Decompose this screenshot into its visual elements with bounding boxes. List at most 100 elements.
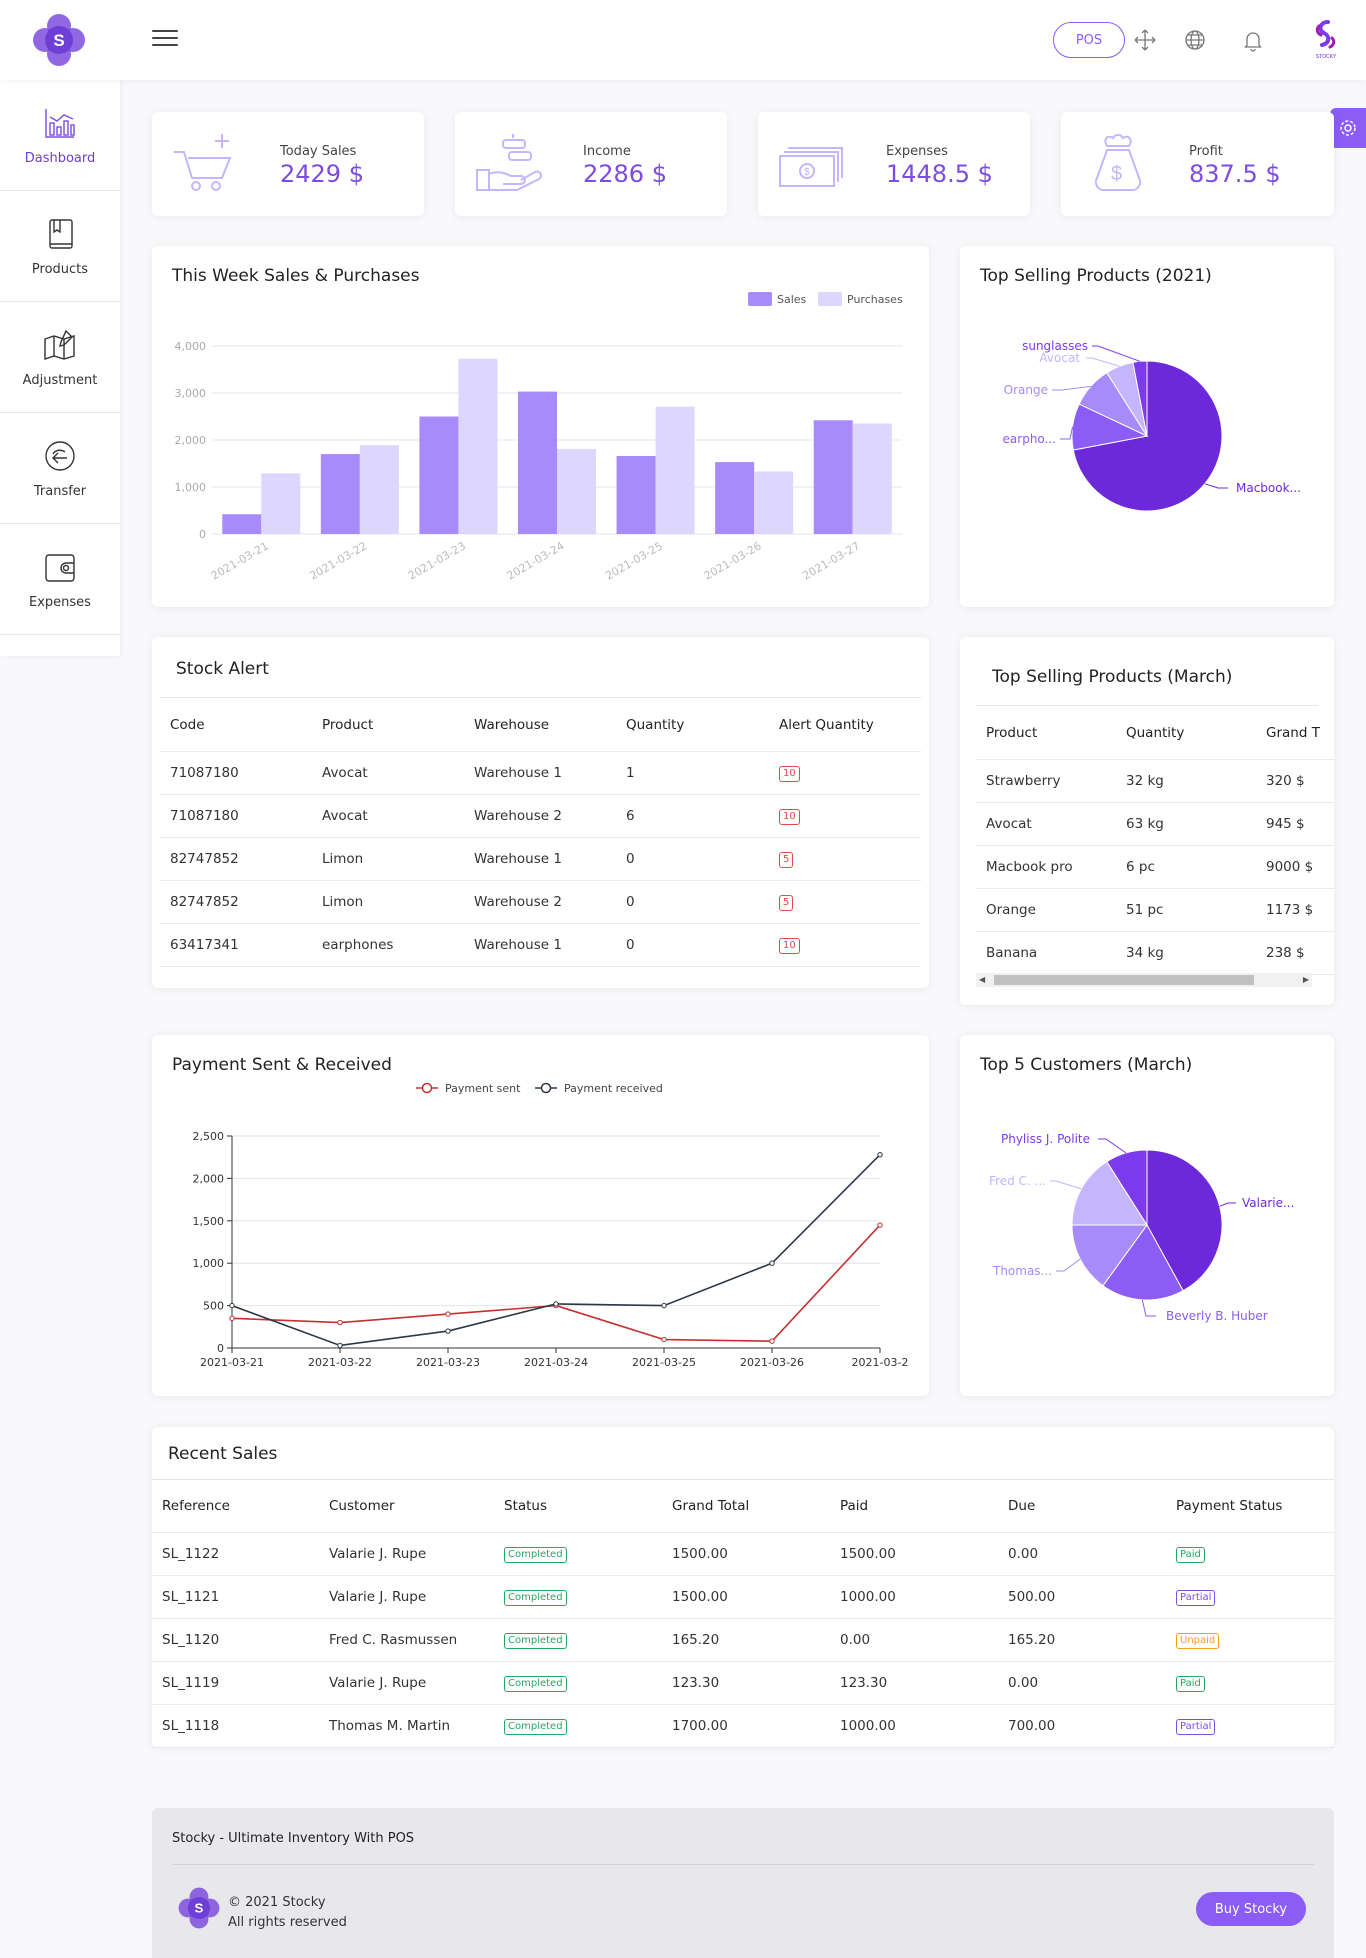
bar-sales	[813, 420, 853, 534]
cell-quantity: 51 pc	[1126, 901, 1164, 918]
stat-card-today-sales[interactable]: Today Sales 2429 $	[152, 112, 424, 216]
recent-sales-table: Reference Customer Status Grand Total Pa…	[152, 1480, 1334, 1748]
cell-reference: SL_1122	[162, 1545, 220, 1562]
menu-toggle-icon[interactable]	[152, 30, 178, 50]
recent-sales-card: Recent Sales Reference Customer Status G…	[152, 1427, 1334, 1747]
cell-payment-status: Paid	[1166, 1532, 1334, 1575]
map-pencil-icon	[44, 329, 75, 360]
scroll-right-arrow[interactable]: ▶	[1302, 975, 1309, 984]
pie-label-line	[1086, 357, 1120, 367]
user-avatar[interactable]: STOCKY	[1306, 18, 1346, 62]
data-point	[553, 1301, 559, 1307]
stat-card-income[interactable]: Income 2286 $	[455, 112, 727, 216]
horizontal-scrollbar[interactable]: ◀ ▶	[976, 973, 1312, 987]
y-tick-label: 500	[203, 1300, 224, 1313]
pie-label: Beverly B. Huber	[1166, 1309, 1268, 1323]
transfer-arrow-icon	[45, 440, 75, 471]
stocky-logo[interactable]: S	[30, 12, 88, 68]
table-row[interactable]: SL_1119 Valarie J. Rupe Completed 123.30…	[152, 1661, 1334, 1704]
cell-due: 700.00	[1008, 1717, 1056, 1734]
table-row[interactable]: SL_1121 Valarie J. Rupe Completed 1500.0…	[152, 1575, 1334, 1618]
sidebar-item-transfer[interactable]: Transfer	[0, 413, 120, 524]
bar-purchases	[655, 406, 695, 534]
pie-label: Fred C. ...	[989, 1174, 1046, 1188]
sidebar: Dashboard Products Adjustment Transfer E…	[0, 80, 120, 656]
card-title: Stock Alert	[176, 659, 269, 679]
pos-button[interactable]: POS	[1053, 22, 1125, 58]
table-row: 71087180 Avocat Warehouse 2 6 10	[160, 794, 921, 837]
pie-label: Phyliss J. Polite	[1001, 1132, 1090, 1146]
cell-payment-status: Unpaid	[1166, 1618, 1334, 1661]
cell-customer: Valarie J. Rupe	[329, 1588, 427, 1605]
cart-icon	[174, 134, 232, 191]
x-tick-label: 2021-03-24	[505, 539, 567, 582]
sidebar-item-adjustment[interactable]: Adjustment	[0, 302, 120, 413]
pie-label-line	[1092, 345, 1141, 362]
bar-sales	[419, 416, 459, 534]
pie-label: Orange	[1004, 383, 1048, 397]
customizer-tab[interactable]	[1330, 108, 1366, 148]
column-header: Product	[322, 716, 374, 733]
y-tick-label: 2,500	[193, 1130, 225, 1143]
cell-product: Avocat	[322, 807, 368, 824]
pie-label-line	[1219, 1202, 1236, 1207]
cell-reference: SL_1120	[162, 1631, 220, 1648]
money-bag-icon: $	[1094, 134, 1142, 192]
cell-quantity: 6	[626, 807, 635, 824]
cell-grand-total: 123.30	[672, 1674, 720, 1691]
cell-payment-status: Partial	[1166, 1575, 1334, 1618]
cell-product: Limon	[322, 850, 364, 867]
sidebar-item-label: Dashboard	[24, 150, 96, 166]
y-tick-label: 0	[199, 528, 206, 541]
cell-alert: 5	[769, 837, 921, 880]
sidebar-item-expenses[interactable]: Expenses	[0, 524, 120, 635]
table-row[interactable]: SL_1120 Fred C. Rasmussen Completed 165.…	[152, 1618, 1334, 1661]
data-point	[661, 1302, 667, 1309]
table-row[interactable]: SL_1122 Valarie J. Rupe Completed 1500.0…	[152, 1532, 1334, 1575]
x-tick-label: 2021-03-2	[852, 1356, 909, 1369]
data-point	[661, 1336, 667, 1343]
top-selling-month-table: Product Quantity Grand T Strawberry 32 k…	[976, 707, 1334, 975]
line-series-sent	[231, 1224, 881, 1343]
buy-stocky-button[interactable]: Buy Stocky	[1196, 1892, 1306, 1926]
sidebar-item-dashboard[interactable]: Dashboard	[0, 80, 120, 191]
pie-label: Macbook...	[1236, 481, 1301, 495]
cell-quantity: 0	[626, 936, 635, 953]
cell-alert: 10	[769, 923, 921, 966]
gear-icon	[1340, 120, 1356, 136]
week-sales-card: This Week Sales & Purchases 0 1,000 2,000 3…	[152, 246, 929, 607]
table-row: Banana 34 kg 238 $	[976, 931, 1334, 974]
top-selling-pie-chart: Macbook... earpho... Orange Avocatsunglasse…	[1003, 339, 1301, 512]
pie-label-line	[1056, 1258, 1081, 1272]
table-row: Orange 51 pc 1173 $	[976, 888, 1334, 931]
legend-label: Sales	[777, 293, 807, 306]
bar-purchases	[359, 445, 399, 534]
cell-warehouse: Warehouse 1	[474, 850, 562, 867]
x-tick-label: 2021-03-25	[632, 1356, 696, 1369]
stat-card-profit[interactable]: $ Profit 837.5 $	[1061, 112, 1334, 216]
y-tick-label: 1,500	[193, 1215, 225, 1228]
fullscreen-move-icon[interactable]	[1133, 28, 1157, 52]
pie-label-line	[1052, 385, 1091, 391]
sidebar-item-label: Adjustment	[22, 372, 98, 388]
legend-marker	[421, 1082, 433, 1094]
data-point	[877, 1151, 883, 1158]
pie-label: Avocat	[1039, 351, 1080, 365]
cell-product: Macbook pro	[986, 858, 1073, 875]
card-title: Payment Sent & Received	[172, 1055, 392, 1075]
bar-chart-icon	[45, 108, 75, 138]
notification-bell-icon[interactable]	[1241, 28, 1265, 52]
stat-card-expenses[interactable]: $ Expenses 1448.5 $	[758, 112, 1030, 216]
cell-quantity: 0	[626, 850, 635, 867]
y-tick-label: 0	[217, 1342, 224, 1355]
scroll-left-arrow[interactable]: ◀	[979, 975, 986, 984]
bar-sales	[320, 454, 360, 534]
globe-icon[interactable]	[1183, 28, 1207, 52]
scrollbar-thumb[interactable]	[994, 975, 1254, 985]
sidebar-item-products[interactable]: Products	[0, 191, 120, 302]
y-tick-label: 1,000	[193, 1257, 225, 1270]
y-tick-label: 2,000	[193, 1172, 225, 1185]
stock-alert-table: Code Product Warehouse Quantity Alert Qu…	[160, 699, 921, 967]
table-row[interactable]: SL_1118 Thomas M. Martin Completed 1700.…	[152, 1704, 1334, 1747]
y-tick-label: 2,000	[175, 434, 207, 447]
